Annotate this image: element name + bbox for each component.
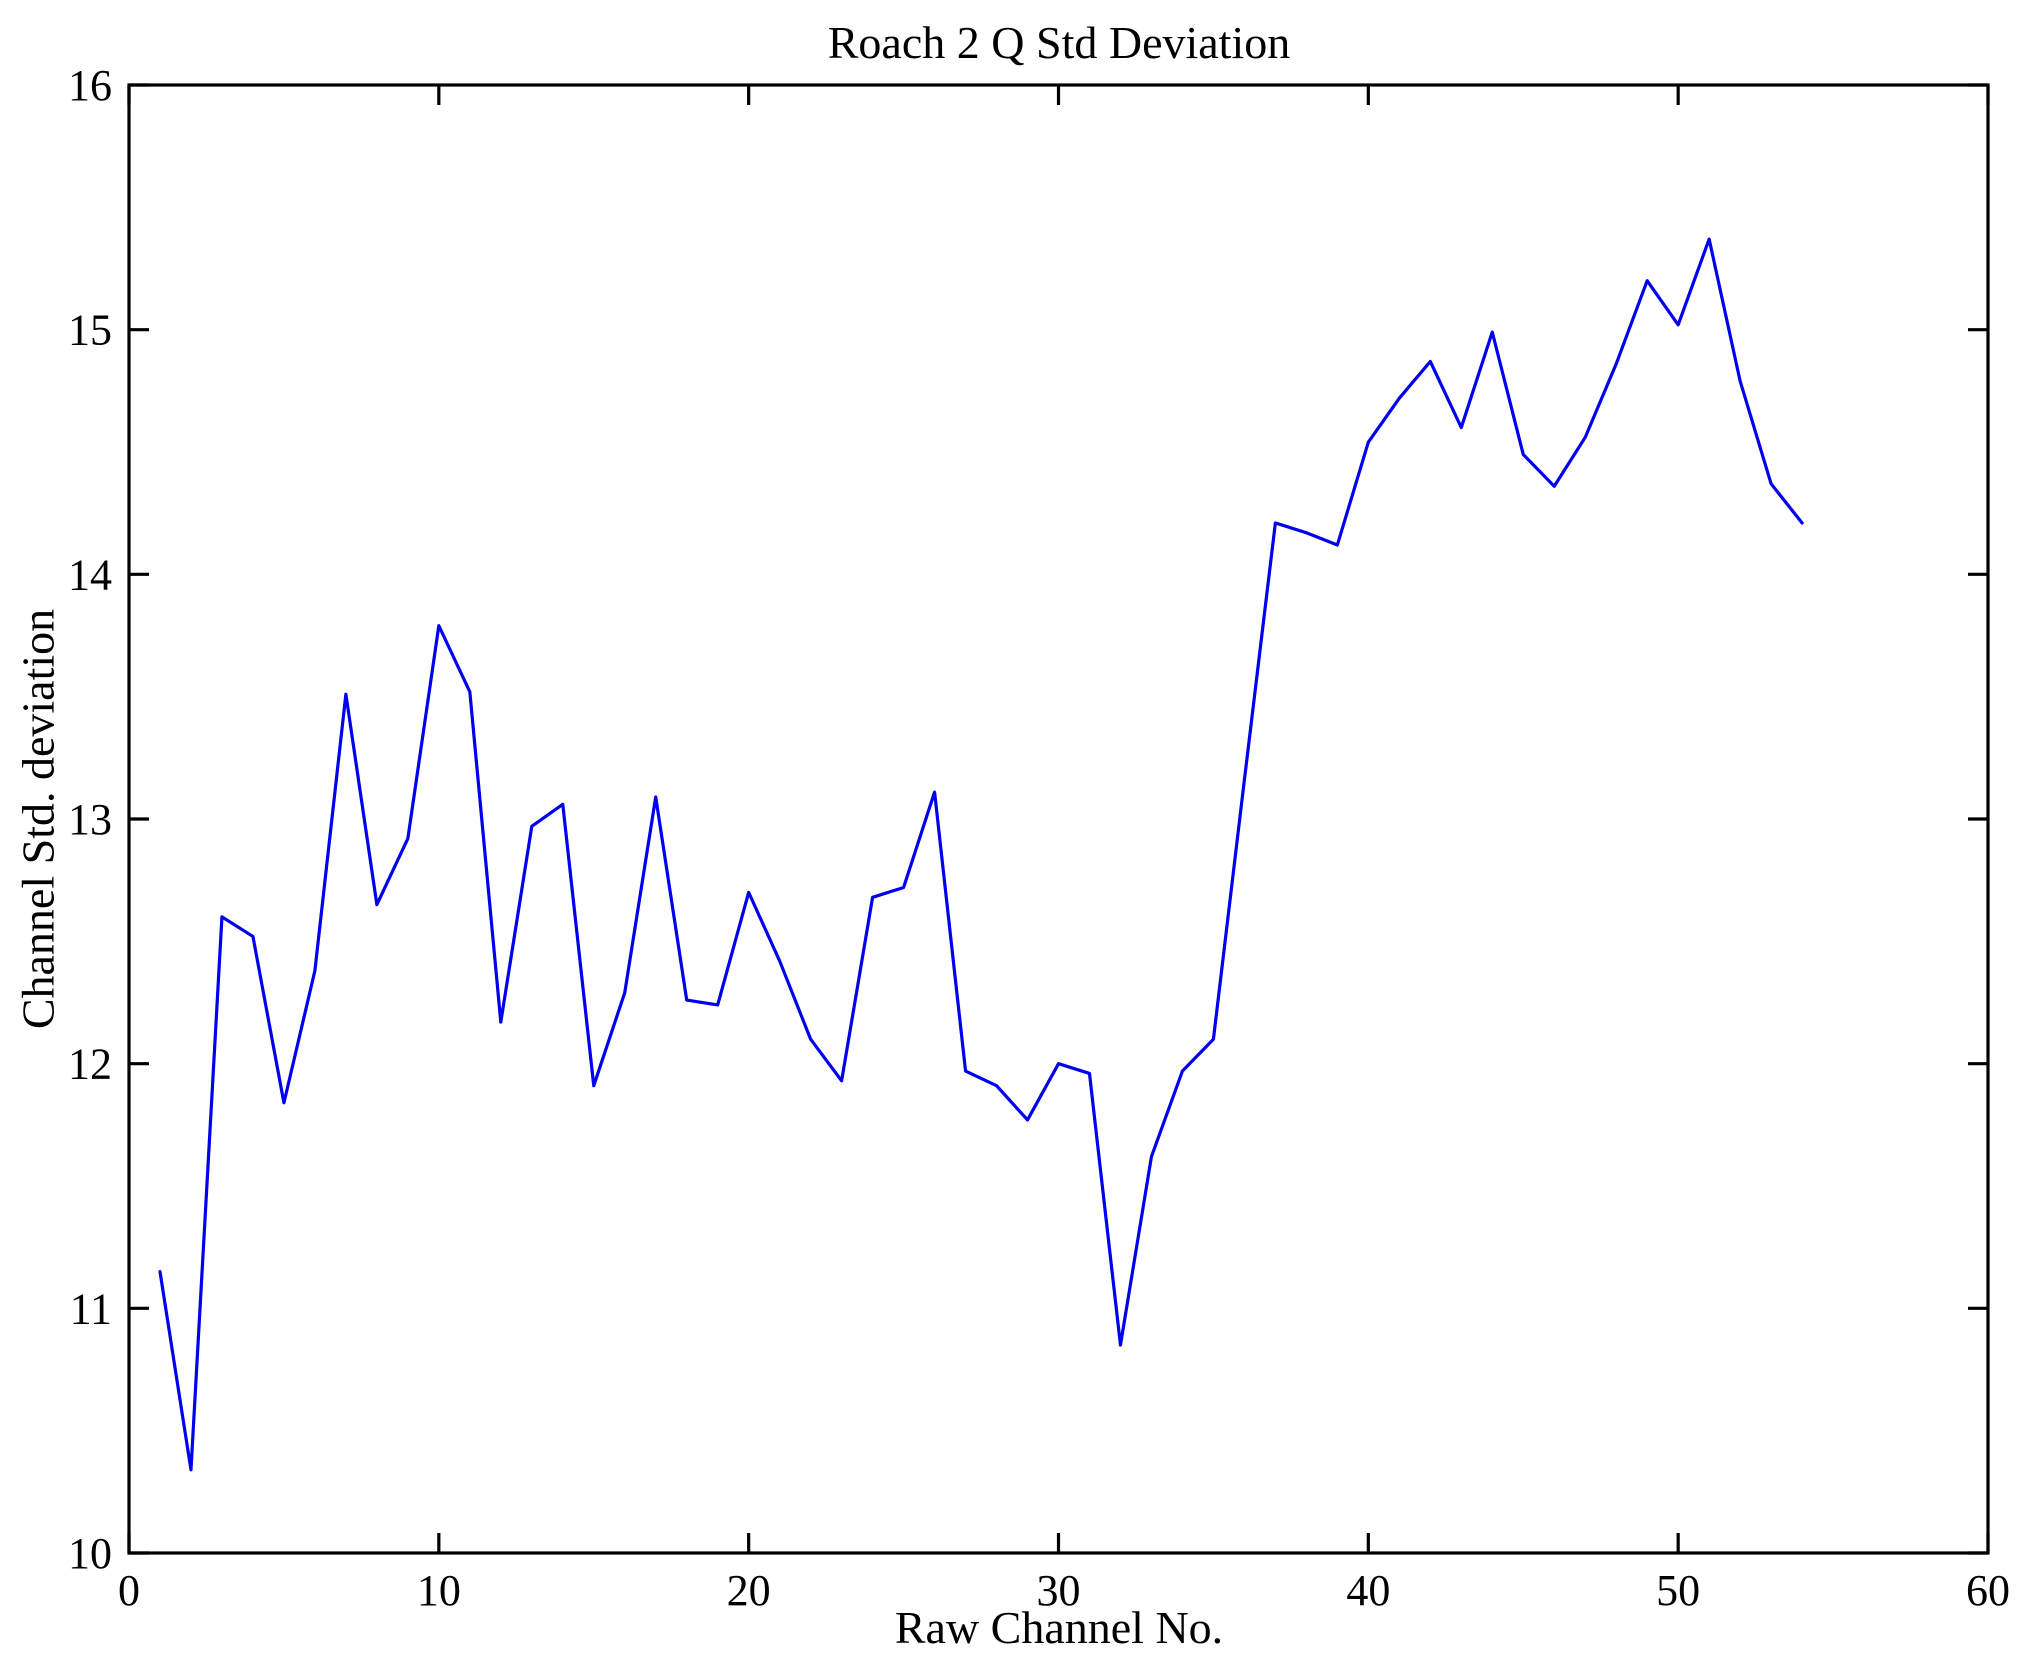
chart-title: Roach 2 Q Std Deviation (827, 17, 1291, 68)
x-tick-label: 30 (1037, 1566, 1081, 1615)
x-axis-label: Raw Channel No. (894, 1602, 1224, 1653)
x-tick-label: 60 (1966, 1566, 2010, 1615)
y-tick-label: 15 (68, 306, 112, 355)
axes-frame (127, 83, 1990, 1555)
x-tick-label: 0 (118, 1566, 140, 1615)
x-tick-label: 10 (417, 1566, 461, 1615)
y-tick-label: 14 (68, 550, 112, 599)
data-line-series (158, 237, 1804, 1472)
x-tick-label: 40 (1346, 1566, 1390, 1615)
x-tick-label: 20 (727, 1566, 771, 1615)
y-tick-label: 13 (68, 795, 112, 844)
y-tick-label: 16 (68, 61, 112, 110)
y-tick-label: 10 (68, 1529, 112, 1578)
y-axis-label: Channel Std. deviation (12, 608, 64, 1030)
y-tick-label: 12 (68, 1040, 112, 1089)
x-tick-label: 50 (1656, 1566, 1700, 1615)
y-tick-label: 11 (70, 1284, 112, 1333)
